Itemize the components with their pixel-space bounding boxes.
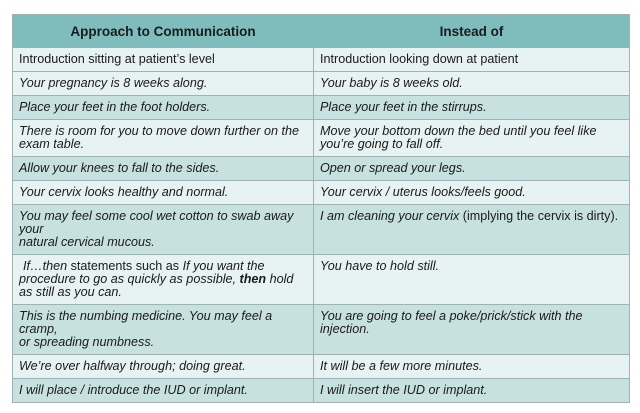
approach-cell: Introduction sitting at patient’s level [12, 47, 314, 72]
approach-line: natural cervical mucous. [19, 235, 155, 249]
communication-table: Approach to Communication Instead of Int… [12, 14, 630, 403]
table-row: Allow your knees to fall to the sides. O… [12, 156, 630, 181]
instead-cell: Move your bottom down the bed until you … [313, 119, 630, 157]
table-row: Place your feet in the foot holders. Pla… [12, 95, 630, 120]
approach-cell: You may feel some cool wet cotton to swa… [12, 204, 314, 255]
approach-part-emphasis: then [239, 272, 267, 286]
instead-cell: Your baby is 8 weeks old. [313, 71, 630, 96]
approach-cell: Your cervix looks healthy and normal. [12, 180, 314, 205]
approach-line: You may feel some cool wet cotton to swa… [19, 209, 294, 236]
instead-cell: It will be a few more minutes. [313, 354, 630, 379]
table-row: We’re over halfway through; doing great.… [12, 354, 630, 379]
header-instead-of: Instead of [313, 14, 630, 48]
instead-cell: Introduction looking down at patient [313, 47, 630, 72]
approach-line: or spreading numbness. [19, 335, 155, 349]
approach-cell: This is the numbing medicine. You may fe… [12, 304, 314, 355]
instead-cell: Place your feet in the stirrups. [313, 95, 630, 120]
approach-cell: If…then statements such as If you want t… [12, 254, 314, 305]
instead-cell: Your cervix / uterus looks/feels good. [313, 180, 630, 205]
approach-part: hold as still as you can. [19, 272, 294, 299]
table-header-row: Approach to Communication Instead of [12, 14, 630, 48]
header-approach: Approach to Communication [12, 14, 314, 48]
approach-cell: Place your feet in the foot holders. [12, 95, 314, 120]
instead-italic-text: I am cleaning your cervix [320, 209, 460, 223]
table-row: Your cervix looks healthy and normal. Yo… [12, 180, 630, 205]
table-row: This is the numbing medicine. You may fe… [12, 304, 630, 355]
table-row: If…then statements such as If you want t… [12, 254, 630, 305]
approach-line: This is the numbing medicine. You may fe… [19, 309, 273, 336]
instead-cell: I will insert the IUD or implant. [313, 378, 630, 403]
table-row: Introduction sitting at patient’s level … [12, 47, 630, 72]
instead-cell: You are going to feel a poke/prick/stick… [313, 304, 630, 355]
table-row: There is room for you to move down furth… [12, 119, 630, 157]
approach-cell: Your pregnancy is 8 weeks along. [12, 71, 314, 96]
table-row: I will place / introduce the IUD or impl… [12, 378, 630, 403]
approach-cell: We’re over halfway through; doing great. [12, 354, 314, 379]
approach-cell: Allow your knees to fall to the sides. [12, 156, 314, 181]
table-row: Your pregnancy is 8 weeks along. Your ba… [12, 71, 630, 96]
approach-cell: There is room for you to move down furth… [12, 119, 314, 157]
instead-cell: I am cleaning your cervix (implying the … [313, 204, 630, 255]
instead-plain-text: (implying the cervix is dirty). [459, 209, 619, 223]
approach-part: If…then [23, 259, 68, 273]
table-row: You may feel some cool wet cotton to swa… [12, 204, 630, 255]
instead-cell: Open or spread your legs. [313, 156, 630, 181]
approach-cell: I will place / introduce the IUD or impl… [12, 378, 314, 403]
approach-part: If you want the procedure to go as quick… [19, 259, 265, 286]
instead-cell: You have to hold still. [313, 254, 630, 305]
approach-part: statements such as [67, 259, 183, 273]
